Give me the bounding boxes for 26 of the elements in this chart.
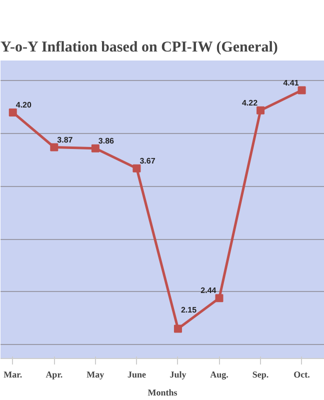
data-label: 3.86 <box>98 136 115 146</box>
chart-title: Y-o-Y Inflation based on CPI-IW (General) <box>0 40 278 56</box>
data-label: 3.67 <box>140 156 156 166</box>
data-label: 4.22 <box>242 98 258 108</box>
point <box>174 324 182 333</box>
x-tick-label: Oct. <box>294 370 310 380</box>
x-tick-label: Aug. <box>210 370 228 380</box>
data-label: 2.15 <box>180 306 198 315</box>
x-tick-label: Apr. <box>46 370 63 380</box>
data-label: 4.20 <box>16 100 32 110</box>
x-axis-title: Months <box>148 388 178 398</box>
point <box>298 86 306 94</box>
x-tick-label: June <box>127 370 146 380</box>
x-tick-label: July <box>170 370 187 380</box>
x-tick-label: Sep. <box>252 370 269 380</box>
point <box>91 144 100 152</box>
data-label: 2.44 <box>200 286 217 296</box>
point <box>215 294 224 302</box>
point <box>256 106 265 114</box>
data-label: 3.87 <box>57 135 74 144</box>
point <box>8 108 17 116</box>
point <box>132 164 141 172</box>
point <box>50 143 58 152</box>
x-tick-label: May <box>86 370 105 380</box>
data-label: 4.41 <box>283 78 300 88</box>
x-tick-label: Mar. <box>4 370 22 380</box>
